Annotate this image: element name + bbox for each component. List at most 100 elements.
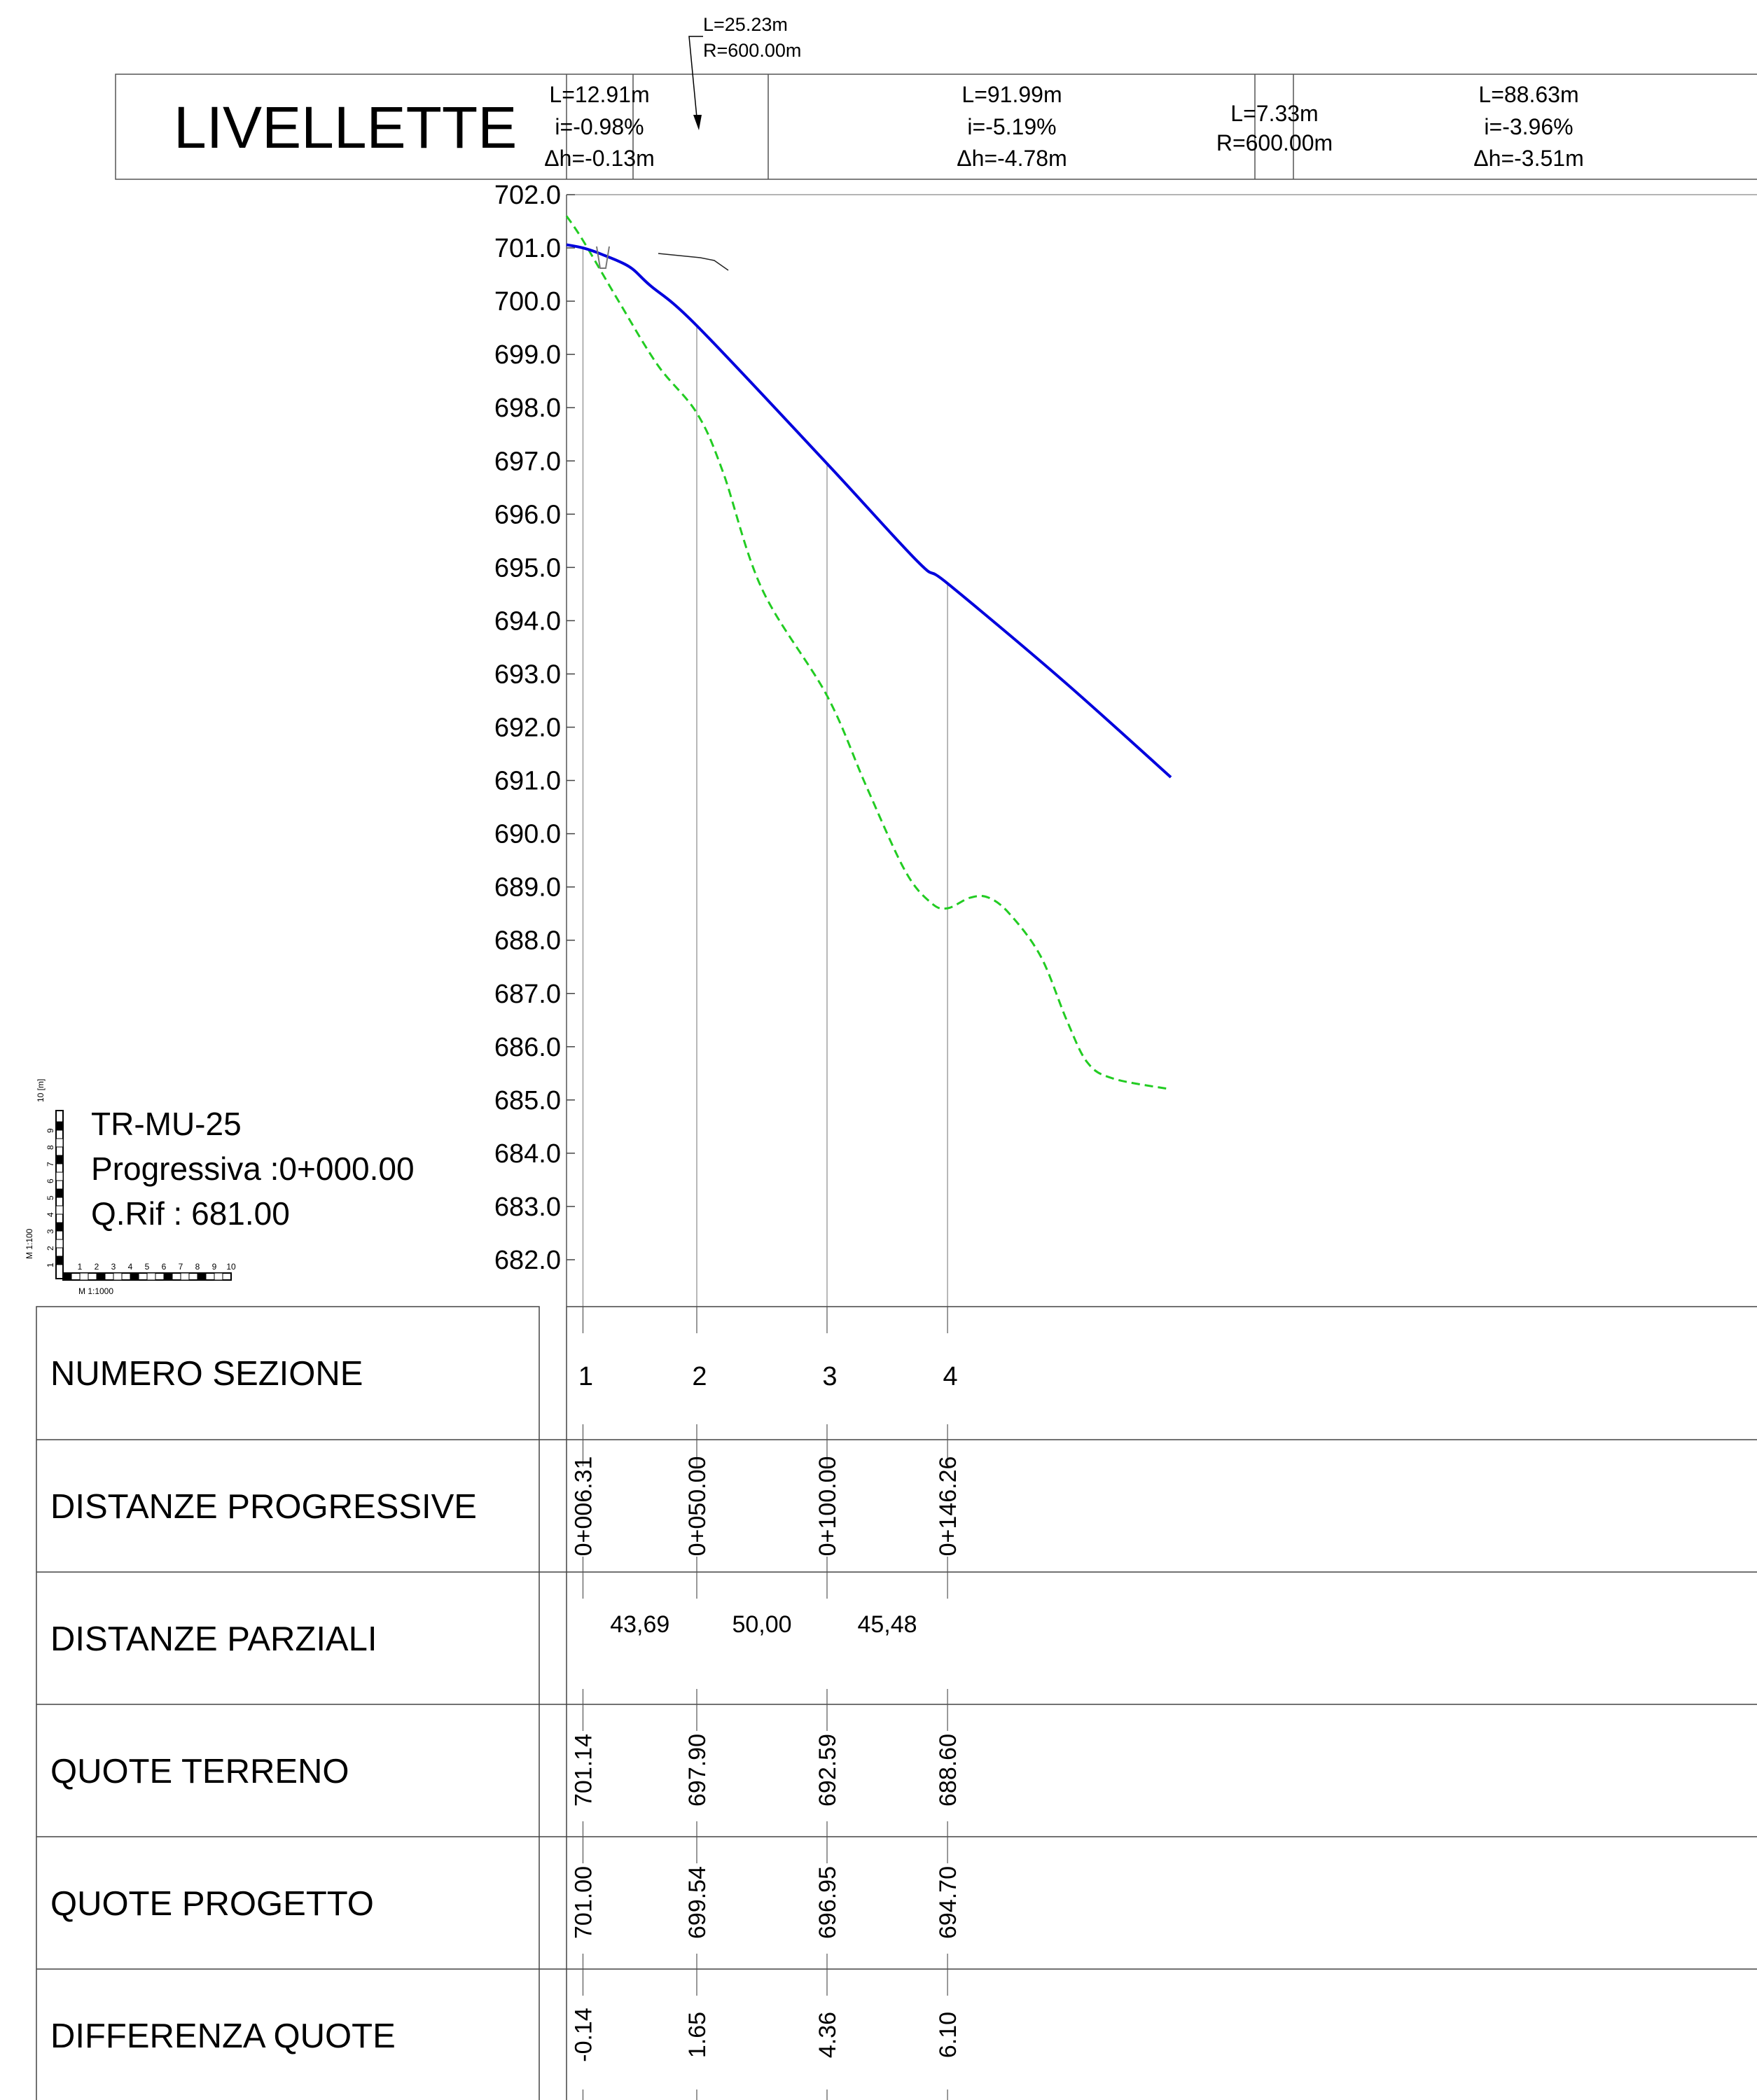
vertical-curve-top-radius: R=600.00m [703, 40, 801, 61]
horizontal-scale-segment [163, 1272, 173, 1281]
y-tick-label: 682.0 [494, 1246, 561, 1275]
elevation-difference: 4.36 [814, 2012, 841, 2058]
horizontal-scale-segment [62, 1272, 72, 1281]
vertical-curve-mid-radius: R=600.00m [1216, 130, 1333, 155]
horizontal-scale-tick-label: 1 [78, 1262, 83, 1272]
vertical-scale-tick-label: 7 [46, 1162, 55, 1167]
horizontal-scale-segment [180, 1272, 190, 1281]
elevation-difference: 1.65 [684, 2012, 711, 2058]
vertical-scale-tick-label: 6 [46, 1178, 55, 1183]
data-table [36, 1306, 1757, 2100]
curve-tangent-mark [658, 253, 729, 271]
horizontal-scale-tick-label: 7 [179, 1262, 183, 1272]
y-tick-label: 684.0 [494, 1139, 561, 1169]
progressive-distance: 0+050.00 [684, 1456, 711, 1557]
horizontal-scale-tick-label: 8 [195, 1262, 200, 1272]
progressive-distance: 0+100.00 [814, 1456, 841, 1557]
section-number: 2 [692, 1362, 707, 1391]
row-label-distanze-progressive: DISTANZE PROGRESSIVE [50, 1488, 477, 1526]
horizontal-scale-label: M 1:1000 [78, 1286, 113, 1296]
y-tick-label: 701.0 [494, 234, 561, 263]
horizontal-scale-segment [214, 1272, 223, 1281]
vertical-scale-tick-label: 8 [46, 1145, 55, 1150]
section-number: 4 [943, 1362, 958, 1391]
vertical-scale-segment [55, 1256, 64, 1265]
vertical-curve-mid-length: L=7.33m [1230, 101, 1318, 126]
terrain-profile-line [565, 215, 1172, 1091]
station-guide-lines [582, 248, 948, 1307]
horizontal-scale-tick-label: 6 [162, 1262, 167, 1272]
table-labels-frame [36, 1306, 540, 2100]
vertical-scale-tick-label: 3 [46, 1229, 55, 1234]
horizontal-scale-segment [96, 1272, 106, 1281]
vertical-scale-tick-label: 5 [46, 1195, 55, 1200]
section-reference-level: Q.Rif : 681.00 [91, 1195, 290, 1232]
partial-distance: 45,48 [857, 1611, 917, 1638]
y-tick-label: 694.0 [494, 606, 561, 636]
vertical-scale-unit: 10 [m] [36, 1079, 46, 1102]
y-tick-label: 685.0 [494, 1086, 561, 1115]
section-progressive: Progressiva :0+000.00 [91, 1150, 415, 1187]
vertical-scale-tick-label: 9 [46, 1128, 55, 1133]
horizontal-scale-segment [113, 1272, 123, 1281]
segment-1-delta-h: Δh=-0.13m [544, 146, 654, 171]
y-tick-label: 696.0 [494, 500, 561, 529]
segment-2-length: L=91.99m [961, 82, 1062, 107]
partial-distance: 43,69 [610, 1611, 669, 1638]
y-tick-label: 691.0 [494, 767, 561, 796]
horizontal-scale-tick-label: 3 [111, 1262, 116, 1272]
vertical-scale-segment [55, 1138, 64, 1148]
vertical-scale-segment [55, 1239, 64, 1249]
progressive-distance: 0+146.26 [935, 1456, 961, 1557]
vertical-scale-segment [55, 1205, 64, 1215]
vertical-scale-segment [55, 1121, 64, 1131]
header-frame [115, 74, 1757, 180]
section-number: 1 [578, 1362, 593, 1391]
y-tick-label: 697.0 [494, 447, 561, 476]
y-tick-label: 686.0 [494, 1033, 561, 1062]
y-tick-label: 700.0 [494, 287, 561, 317]
y-tick-label: 683.0 [494, 1192, 561, 1222]
elevation-difference: 6.10 [935, 2012, 961, 2058]
section-number: 3 [822, 1362, 837, 1391]
table-cells: 1 0+006.31 701.14 701.00 -0.14 2 0+050.00 697.9… [570, 1307, 961, 2100]
segment-1-slope: i=-0.98% [555, 114, 644, 139]
design-elevation: 694.70 [935, 1866, 961, 1939]
design-elevation: 699.54 [684, 1866, 711, 1939]
vertical-curve-leader [688, 36, 703, 125]
y-axis-ticks: 702.0 701.0 700.0 699.0 698.0 697.0 696.0 695.0… [494, 181, 575, 1275]
vertical-scale-segment [55, 1222, 64, 1232]
terrain-elevation: 692.59 [814, 1734, 841, 1807]
row-label-numero-sezione: NUMERO SEZIONE [50, 1355, 363, 1393]
terrain-elevation: 697.90 [684, 1734, 711, 1807]
leader-arrowhead [693, 115, 702, 130]
horizontal-scale-segment [130, 1272, 139, 1281]
segment-1-length: L=12.91m [549, 82, 649, 107]
section-name: TR-MU-25 [91, 1106, 242, 1142]
y-tick-label: 689.0 [494, 873, 561, 903]
y-tick-label: 695.0 [494, 553, 561, 583]
elevation-difference: -0.14 [570, 2008, 597, 2062]
y-tick-label: 699.0 [494, 340, 561, 370]
row-label-quote-terreno: QUOTE TERRENO [50, 1753, 349, 1790]
segment-3-delta-h: Δh=-3.51m [1473, 146, 1583, 171]
row-label-quote-progetto: QUOTE PROGETTO [50, 1885, 374, 1923]
y-tick-label: 690.0 [494, 820, 561, 849]
y-tick-label: 688.0 [494, 926, 561, 956]
design-elevation: 696.95 [814, 1866, 841, 1939]
horizontal-scale-segment [79, 1272, 89, 1281]
terrain-elevation: 701.14 [570, 1734, 597, 1807]
scale-bars: 10 [m] M 1:100 M 1:1000 1 2 3 4 5 6 7 8 9 1 2 3 4 5 6 7… [25, 1079, 236, 1296]
terrain-elevation: 688.60 [935, 1734, 961, 1807]
y-tick-label: 692.0 [494, 714, 561, 743]
vertical-scale-tick-label: 2 [46, 1246, 55, 1251]
segment-3-length: L=88.63m [1478, 82, 1578, 107]
row-label-differenza-quote: DIFFERENZA QUOTE [50, 2017, 396, 2055]
y-tick-label: 687.0 [494, 980, 561, 1009]
vertical-scale-segment [55, 1155, 64, 1164]
livellette-header [115, 74, 1757, 180]
segment-2-slope: i=-5.19% [967, 114, 1056, 139]
horizontal-scale-tick-label: 5 [145, 1262, 150, 1272]
horizontal-scale-tick-label: 10 [226, 1262, 236, 1272]
